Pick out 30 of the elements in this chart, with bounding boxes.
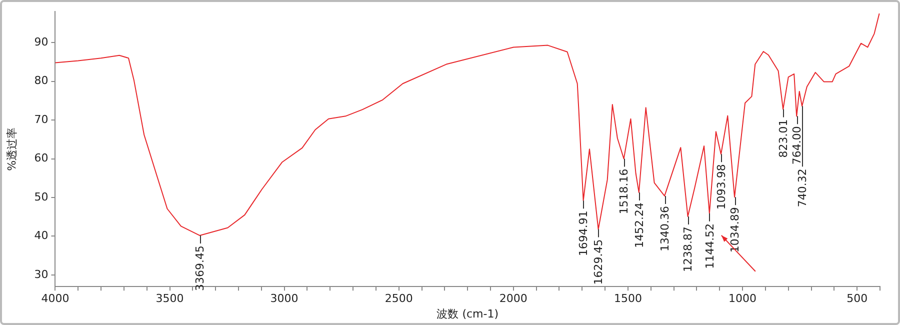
y-axis-title: %透过率 (5, 127, 18, 171)
x-axis-title: 波数 (cm-1) (436, 307, 499, 320)
annotation: 3369.45 (194, 245, 207, 291)
x-tick-label: 2500 (384, 292, 413, 306)
x-tick-label: 2000 (499, 292, 528, 306)
annotation: 1694.91 (577, 210, 590, 256)
y-tick-label: 40 (34, 229, 48, 242)
annotation: 1340.36 (658, 206, 672, 252)
annotation: 740.32 (796, 168, 809, 208)
annotation: 1518.16 (618, 168, 631, 214)
x-tick-label: 500 (846, 292, 868, 306)
annotation: 764.00 (790, 126, 804, 165)
y-tick-label: 30 (34, 268, 48, 281)
y-tick-label: 80 (34, 74, 48, 88)
annotation: 1034.89 (728, 207, 742, 253)
annotation: 1452.24 (632, 202, 646, 248)
y-tick-label: 60 (34, 152, 48, 165)
annotation: 823.01 (776, 119, 790, 158)
x-tick-label: 1500 (614, 292, 642, 306)
y-tick-label: 90 (34, 35, 48, 48)
annotation: 1238.87 (682, 226, 695, 272)
annotation: 1629.45 (592, 239, 606, 285)
x-tick-label: 3000 (270, 292, 298, 306)
x-tick-label: 3500 (156, 292, 184, 306)
y-tick-label: 70 (34, 112, 48, 126)
x-tick-label: 4000 (41, 292, 70, 306)
y-tick-label: 50 (34, 190, 48, 204)
annotation: 1093.98 (714, 164, 728, 210)
x-tick-label: 1000 (728, 292, 757, 306)
annotation: 1144.52 (703, 223, 716, 269)
